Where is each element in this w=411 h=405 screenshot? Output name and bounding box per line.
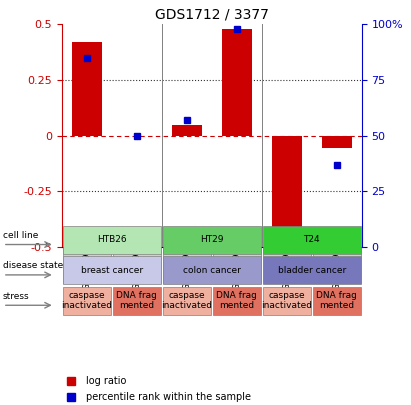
Bar (272, 136, 302, 247)
FancyBboxPatch shape (62, 248, 111, 283)
Text: breast cancer: breast cancer (81, 266, 143, 275)
Text: GSM74967: GSM74967 (232, 241, 241, 290)
Text: percentile rank within the sample: percentile rank within the sample (85, 392, 251, 402)
FancyBboxPatch shape (163, 226, 261, 254)
Text: GSM74983: GSM74983 (282, 241, 291, 290)
FancyBboxPatch shape (263, 287, 311, 315)
Text: DNA frag
mented: DNA frag mented (316, 291, 357, 310)
Text: log ratio: log ratio (85, 376, 126, 386)
FancyBboxPatch shape (263, 256, 361, 284)
FancyBboxPatch shape (263, 226, 361, 254)
FancyBboxPatch shape (62, 287, 111, 315)
Text: colon cancer: colon cancer (183, 266, 240, 275)
FancyBboxPatch shape (163, 287, 211, 315)
Text: stress: stress (3, 292, 30, 301)
Text: GSM74954: GSM74954 (332, 241, 341, 290)
Bar (222, 29, 252, 136)
FancyBboxPatch shape (62, 226, 161, 254)
Text: caspase
inactivated: caspase inactivated (161, 291, 212, 310)
Text: disease state: disease state (3, 261, 63, 270)
Bar (72, 42, 102, 136)
Title: GDS1712 / 3377: GDS1712 / 3377 (155, 8, 269, 22)
Text: GSM74940: GSM74940 (182, 241, 191, 290)
Text: GSM74911: GSM74911 (82, 241, 91, 290)
FancyBboxPatch shape (163, 256, 261, 284)
FancyBboxPatch shape (163, 248, 211, 283)
FancyBboxPatch shape (313, 287, 361, 315)
Bar (172, 125, 202, 136)
Text: HTB26: HTB26 (97, 235, 127, 245)
FancyBboxPatch shape (62, 256, 161, 284)
Text: GSM74910: GSM74910 (132, 241, 141, 290)
Bar (322, 136, 352, 148)
FancyBboxPatch shape (263, 248, 311, 283)
Text: bladder cancer: bladder cancer (277, 266, 346, 275)
Text: caspase
inactivated: caspase inactivated (261, 291, 312, 310)
Text: DNA frag
mented: DNA frag mented (216, 291, 257, 310)
FancyBboxPatch shape (313, 248, 361, 283)
Text: T24: T24 (303, 235, 320, 245)
Text: cell line: cell line (3, 231, 38, 240)
FancyBboxPatch shape (113, 248, 161, 283)
FancyBboxPatch shape (212, 287, 261, 315)
Text: HT29: HT29 (200, 235, 224, 245)
FancyBboxPatch shape (212, 248, 261, 283)
Text: DNA frag
mented: DNA frag mented (116, 291, 157, 310)
Text: caspase
inactivated: caspase inactivated (61, 291, 112, 310)
FancyBboxPatch shape (113, 287, 161, 315)
